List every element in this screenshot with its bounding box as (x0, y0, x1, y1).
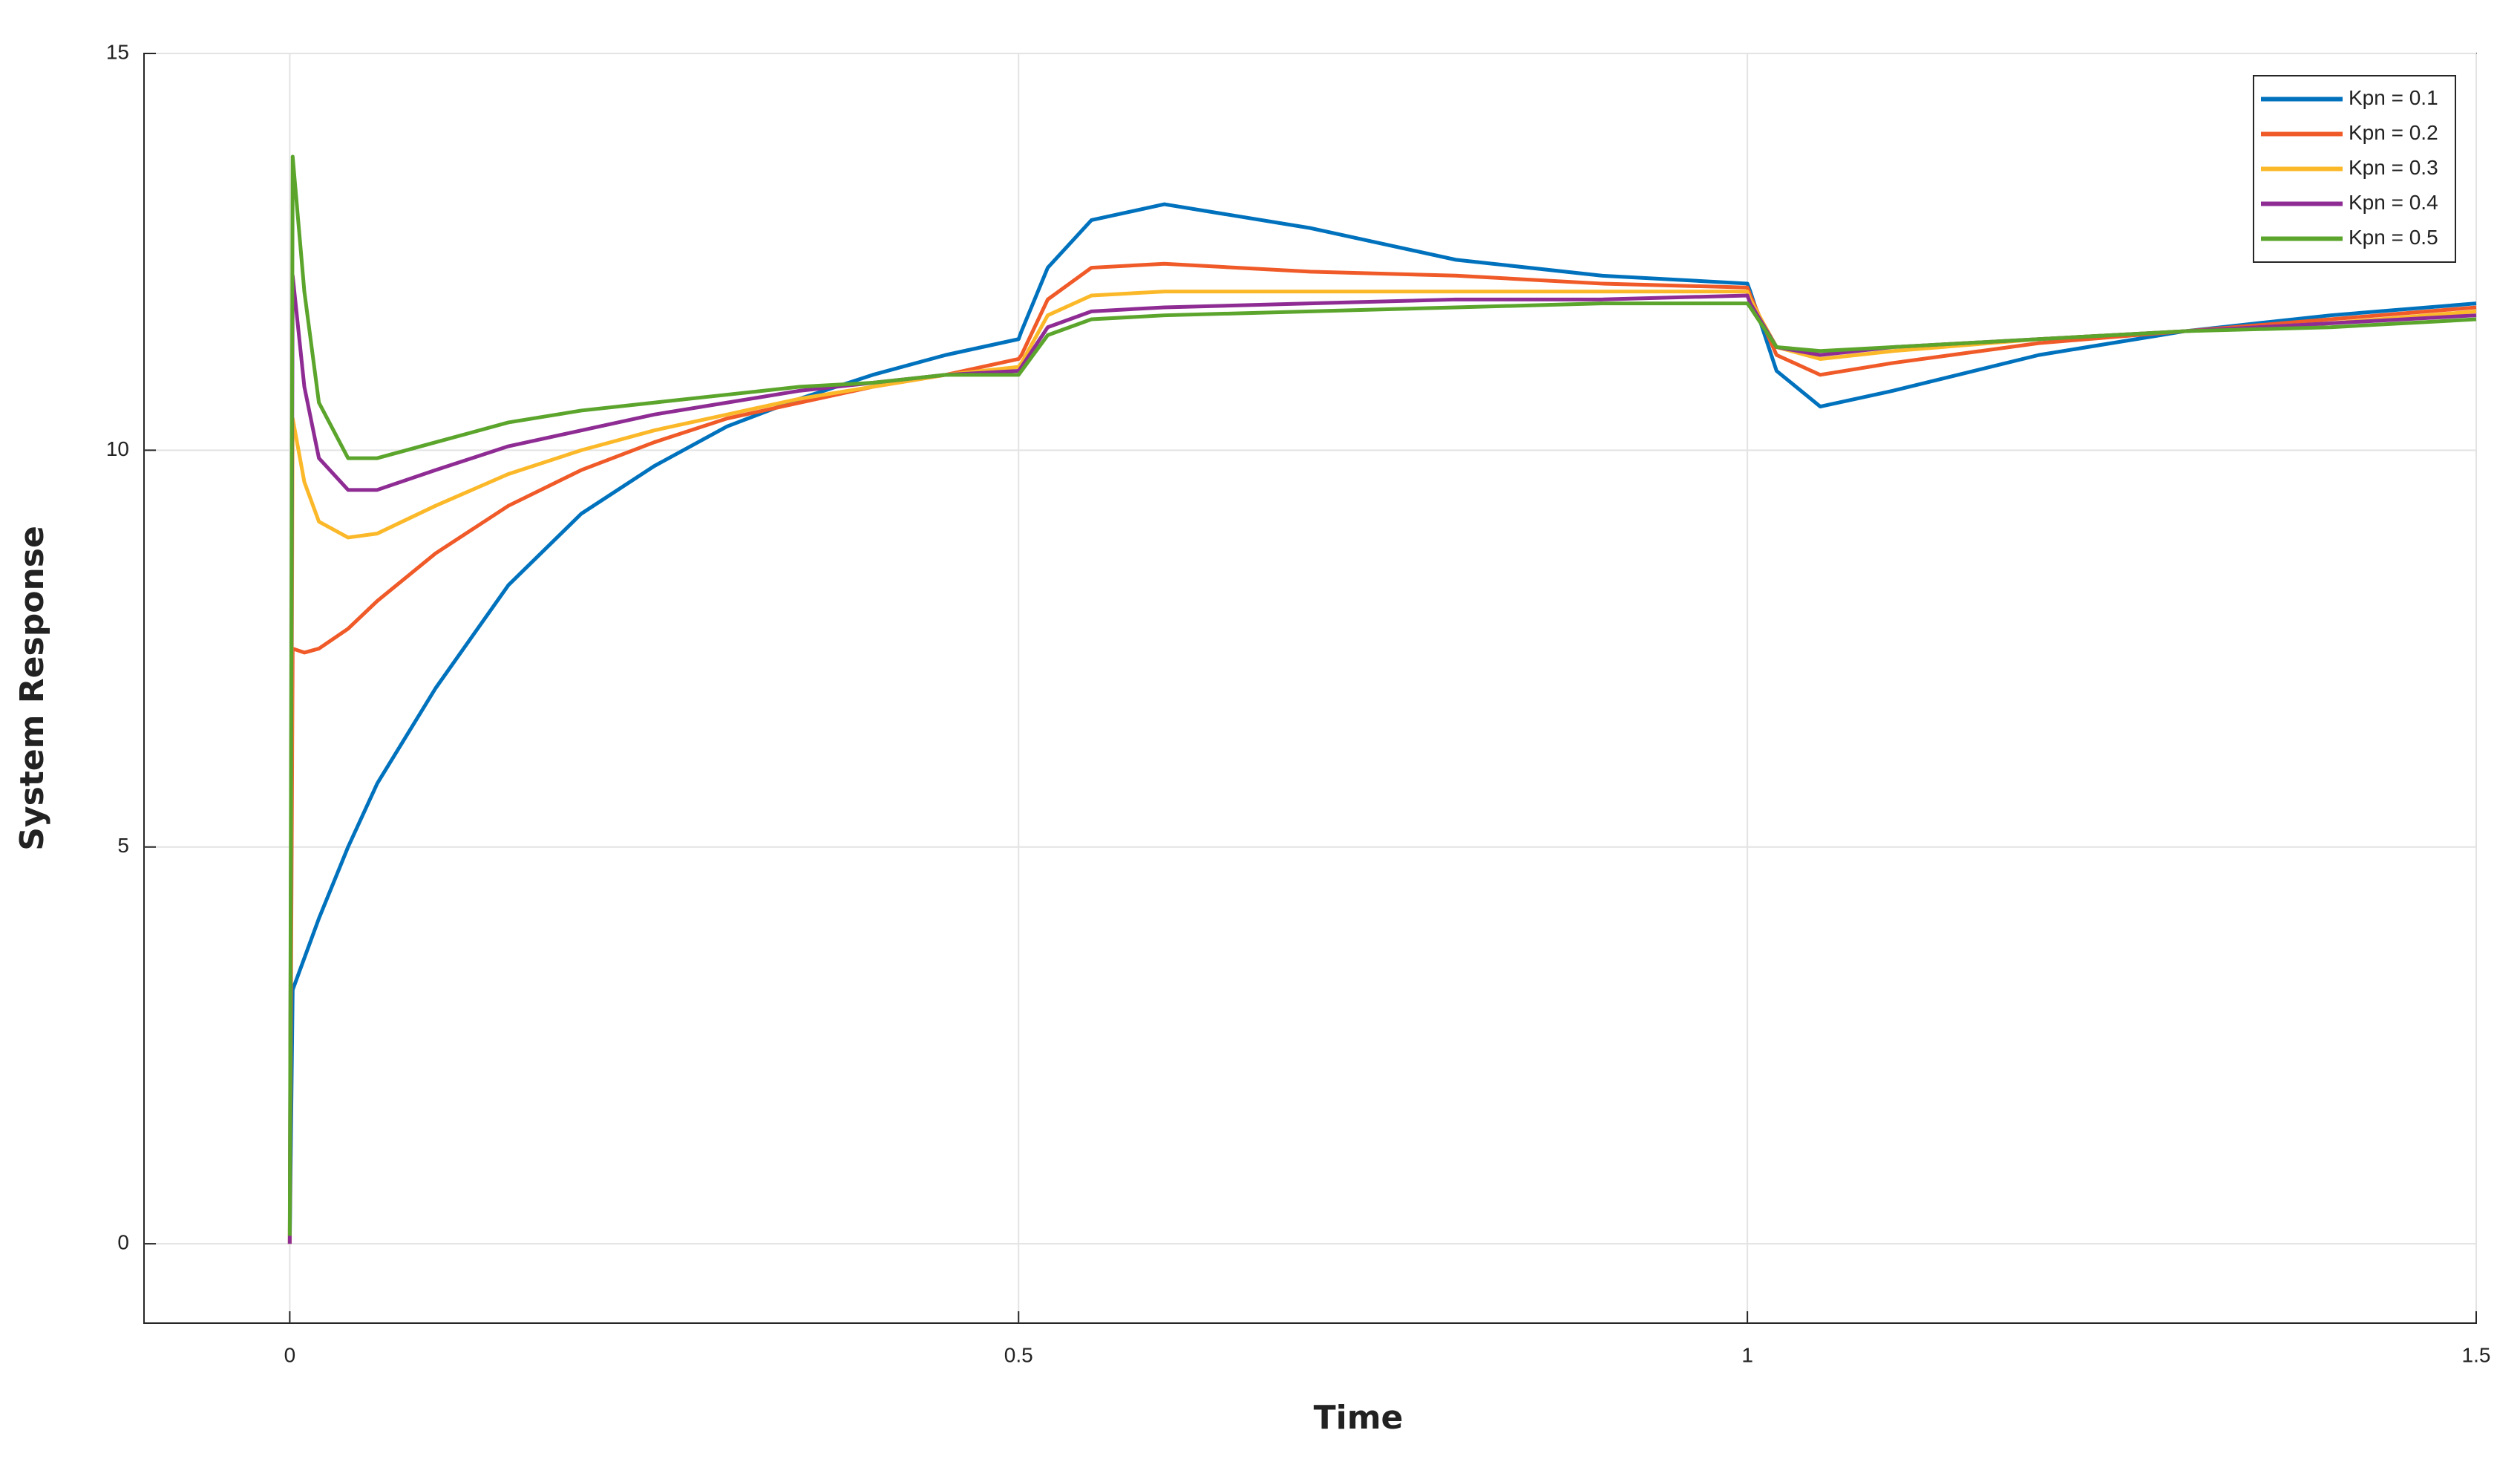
y-tick-label: 15 (106, 40, 129, 63)
x-tick-label: 1 (1741, 1343, 1753, 1366)
x-tick-label: 0.5 (1004, 1343, 1033, 1366)
y-tick-label: 5 (117, 834, 129, 857)
legend-label: Kpn = 0.1 (2349, 86, 2438, 109)
y-tick-label: 10 (106, 437, 129, 460)
x-tick-label: 1.5 (2462, 1343, 2491, 1366)
line (287, 261, 2477, 1244)
legend-label: Kpn = 0.2 (2349, 121, 2438, 144)
plot-area (143, 53, 2477, 1324)
line (287, 202, 2477, 1244)
legend-label: Kpn = 0.5 (2349, 226, 2438, 249)
legend-label: Kpn = 0.3 (2349, 156, 2438, 179)
x-axis-label: Time (1314, 1399, 1404, 1437)
line (287, 290, 2477, 1244)
x-tick-label: 0 (284, 1343, 296, 1366)
line (287, 154, 2477, 1236)
y-axis-label: System Response (13, 526, 51, 851)
legend-label: Kpn = 0.4 (2349, 191, 2438, 214)
y-tick-label: 0 (117, 1231, 129, 1254)
line (287, 273, 2477, 1244)
